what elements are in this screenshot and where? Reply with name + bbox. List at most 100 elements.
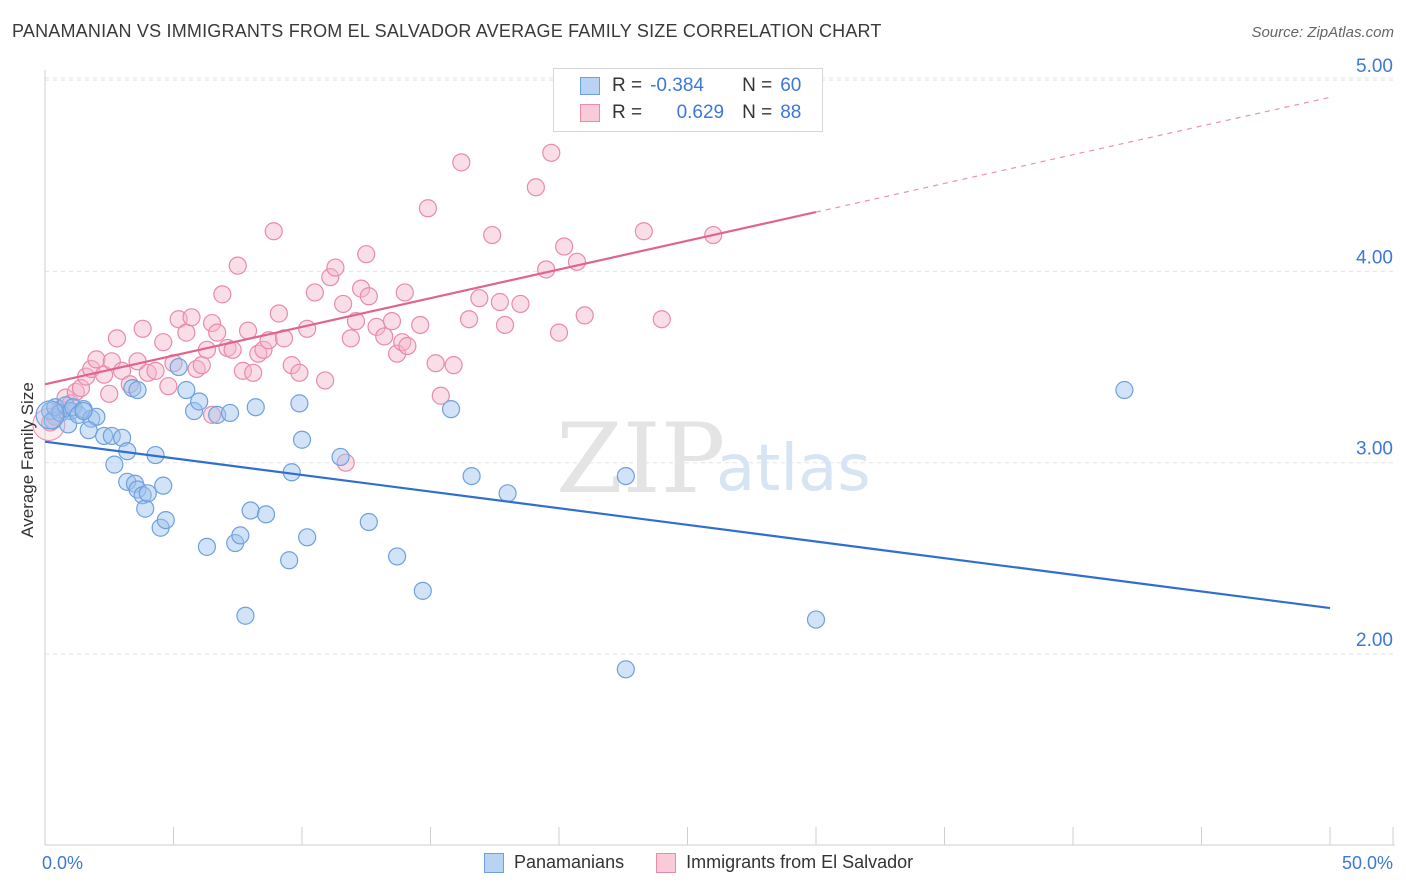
el-salvador-point: [387, 344, 407, 363]
el-salvador-point: [269, 304, 288, 323]
legend-item-panamanians: Panamanians: [484, 852, 624, 873]
legend-row-panamanians: R = -0.384 N = 60: [580, 74, 801, 98]
panamanians-point: [105, 455, 124, 474]
el-salvador-point: [575, 306, 594, 325]
el-salvador-point: [444, 356, 463, 375]
chart-title: PANAMANIAN VS IMMIGRANTS FROM EL SALVADO…: [12, 21, 882, 41]
panamanians-point: [290, 394, 309, 413]
el-salvador-point: [159, 377, 178, 396]
el-salvador-point: [542, 143, 561, 162]
panamanians-trend-line: [44, 440, 1331, 610]
panamanians-point: [220, 403, 240, 423]
stats-legend: R = -0.384 N = 60 R = 0.629 N = 88: [553, 68, 823, 132]
el-salvador-point: [426, 354, 445, 373]
panamanians-point: [441, 400, 461, 419]
el-salvador-point: [87, 350, 106, 369]
panamanians-point: [256, 505, 276, 524]
el-salvador-point: [244, 363, 263, 382]
panamanians-point: [292, 430, 312, 449]
el-salvador-point: [202, 405, 222, 424]
el-salvador-point: [452, 153, 471, 172]
panamanians-point: [241, 501, 260, 520]
el-salvador-point: [395, 283, 414, 302]
y-axis-label: Average Family Size: [18, 382, 37, 538]
legend-r-label: R =: [612, 102, 643, 123]
legend-r-label: R =: [612, 75, 643, 96]
x-tick-label: 0.0%: [42, 853, 83, 873]
panamanians-point: [197, 537, 217, 556]
el-salvador-point: [459, 310, 479, 329]
trend-lines: [44, 96, 1331, 610]
panamanians-point: [231, 526, 250, 545]
legend-r-value: 0.629: [676, 102, 725, 123]
el-salvador-point: [375, 327, 394, 346]
el-salvador-point: [100, 384, 119, 403]
y-tick-label: 3.00: [1356, 439, 1393, 460]
panamanians-point: [177, 380, 196, 400]
y-tick-label: 4.00: [1356, 247, 1393, 268]
el-salvador-point: [549, 323, 569, 342]
el-salvador-point: [154, 333, 173, 352]
legend-label-el-salvador: Immigrants from El Salvador: [686, 852, 914, 872]
series-legend: Panamanians Immigrants from El Salvador: [484, 852, 945, 873]
el-salvador-point: [321, 268, 340, 287]
panamanians-point: [35, 400, 65, 430]
panamanians-point: [806, 610, 826, 629]
el-salvador-point: [228, 256, 247, 275]
series-panamanians-points: [35, 357, 1134, 679]
el-salvador-point: [316, 371, 335, 390]
x-tick-label: 50.0%: [1342, 853, 1393, 873]
y-tick-label: 5.00: [1356, 56, 1393, 77]
panamanians-point: [169, 357, 188, 377]
legend-item-el-salvador: Immigrants from El Salvador: [656, 852, 913, 873]
el-salvador-point: [411, 315, 430, 335]
el-salvador-point: [555, 237, 574, 256]
el-salvador-point: [470, 289, 489, 308]
el-salvador-point: [182, 308, 201, 327]
el-salvador-point: [254, 340, 273, 359]
el-salvador-point: [537, 260, 556, 279]
legend-r-value: -0.384: [650, 75, 704, 96]
el-salvador-trend-line: [44, 211, 817, 386]
legend-n-label: N =: [742, 102, 773, 123]
el-salvador-point: [352, 279, 371, 298]
el-salvador-trend-extension: [815, 96, 1331, 213]
y-tick-label: 2.00: [1356, 630, 1393, 651]
axes: [44, 70, 1395, 846]
panamanians-point: [138, 484, 157, 503]
panamanians-point: [616, 466, 635, 486]
el-salvador-point: [418, 199, 438, 218]
panamanians-point: [136, 499, 155, 518]
watermark-atlas: atlas: [716, 432, 871, 506]
panamanians-point: [462, 466, 481, 486]
el-salvador-point: [192, 356, 211, 375]
el-salvador-point: [264, 222, 283, 241]
el-salvador-point: [490, 292, 509, 312]
el-salvador-point: [382, 312, 402, 331]
el-salvador-point: [326, 258, 345, 277]
el-salvador-point: [398, 336, 417, 356]
legend-n-value: 60: [780, 75, 802, 96]
el-salvador-point: [177, 323, 196, 342]
panamanians-point: [112, 428, 132, 447]
el-salvador-point: [208, 323, 227, 342]
legend-n-value: 88: [780, 102, 802, 123]
panamanians-point: [413, 581, 432, 600]
panamanians-point: [154, 476, 173, 495]
el-salvador-point: [357, 245, 376, 264]
el-salvador-point: [290, 363, 309, 382]
legend-swatch-pink: [580, 104, 600, 122]
panamanians-point: [128, 480, 147, 499]
panamanians-point: [128, 380, 147, 400]
panamanians-point: [331, 447, 350, 467]
el-salvador-point: [71, 378, 91, 398]
el-salvador-point: [213, 285, 232, 304]
el-salvador-point: [511, 294, 530, 314]
panamanians-point: [246, 398, 265, 417]
el-salvador-point: [483, 225, 502, 245]
el-salvador-point: [431, 386, 450, 405]
panamanians-point: [190, 392, 209, 411]
el-salvador-point: [634, 222, 653, 241]
el-salvador-point: [334, 294, 353, 314]
